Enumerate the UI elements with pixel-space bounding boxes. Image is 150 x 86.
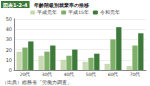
svg-text:30: 30 xyxy=(6,36,12,42)
svg-text:50代: 50代 xyxy=(86,72,97,77)
svg-text:平成15年: 平成15年 xyxy=(68,9,89,15)
svg-text:40代: 40代 xyxy=(64,72,75,77)
svg-text:年齢階級別就業率の推移: 年齢階級別就業率の推移 xyxy=(33,2,89,8)
svg-text:平成元年: 平成元年 xyxy=(37,9,57,15)
svg-text:70代: 70代 xyxy=(130,72,141,77)
svg-text:20代: 20代 xyxy=(20,72,31,77)
svg-text:令和元年: 令和元年 xyxy=(100,9,120,15)
svg-text:30代: 30代 xyxy=(42,72,53,77)
svg-text:20: 20 xyxy=(6,47,12,53)
svg-text:60代: 60代 xyxy=(108,72,119,77)
svg-text:40: 40 xyxy=(6,26,12,32)
svg-text:50: 50 xyxy=(6,16,12,22)
svg-text:図表1-2-4: 図表1-2-4 xyxy=(3,2,28,8)
svg-text:0: 0 xyxy=(9,67,12,73)
svg-text:10: 10 xyxy=(6,57,12,63)
svg-text:（出典）総務省「労働力調査」: （出典）総務省「労働力調査」 xyxy=(2,79,72,85)
